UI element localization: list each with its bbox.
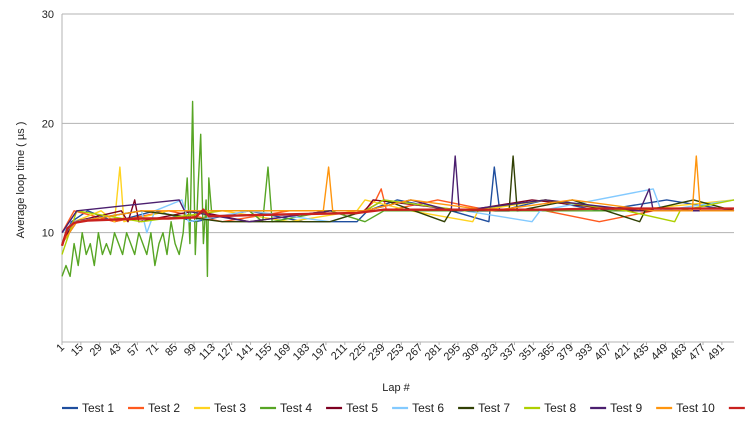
y-tick-labels: 10 20 30 <box>42 9 54 240</box>
series-line-test-5 <box>61 199 734 244</box>
x-tick-label: 29 <box>88 342 105 359</box>
x-tick-label: 477 <box>687 342 708 363</box>
x-tick-label: 281 <box>423 342 444 363</box>
x-tick-label: 323 <box>479 342 500 363</box>
gridlines <box>61 13 734 343</box>
x-tick-label: 267 <box>404 342 425 363</box>
x-tick-label: 211 <box>329 342 350 363</box>
x-tick-label: 155 <box>253 342 274 363</box>
x-tick-label: 421 <box>611 342 632 363</box>
x-tick-label: 15 <box>69 342 86 359</box>
x-tick-label: 239 <box>366 342 387 363</box>
x-tick-label: 1 <box>54 342 67 355</box>
legend-label-test-8: Test 8 <box>544 401 576 415</box>
x-tick-label: 183 <box>291 342 312 363</box>
legend-label-test-3: Test 3 <box>214 401 246 415</box>
series-line-test-8 <box>61 199 735 255</box>
x-tick-label: 43 <box>107 342 124 359</box>
x-tick-label: 407 <box>592 342 613 363</box>
x-axis-title: Lap # <box>382 382 410 394</box>
x-tick-label: 127 <box>215 342 236 363</box>
legend-label-test-10: Test 10 <box>676 401 715 415</box>
y-axis-title: Average loop time ( µs ) <box>15 122 27 239</box>
y-tick-label: 10 <box>42 228 54 240</box>
legend: Test 1 Test 2 Test 3 Test 4 Test 5 Test 6 Test… <box>62 401 745 415</box>
series-line-test-2 <box>61 188 734 234</box>
y-tick-label: 20 <box>42 118 54 130</box>
series-line-test-10 <box>61 155 734 244</box>
x-tick-label: 309 <box>460 342 481 363</box>
x-tick-label: 379 <box>555 342 576 363</box>
x-tick-label: 113 <box>197 342 218 363</box>
x-tick-label: 337 <box>498 342 519 363</box>
series-line-average <box>60 207 734 247</box>
x-tick-label: 225 <box>347 342 368 363</box>
x-tick-label: 57 <box>125 342 142 359</box>
series-line-test-4 <box>61 100 734 278</box>
legend-label-test-2: Test 2 <box>148 401 180 415</box>
x-tick-label: 365 <box>536 342 557 363</box>
x-tick-label: 435 <box>630 342 651 363</box>
x-tick-label: 197 <box>310 342 331 363</box>
legend-label-test-9: Test 9 <box>610 401 642 415</box>
legend-label-test-7: Test 7 <box>478 401 510 415</box>
legend-label-test-4: Test 4 <box>280 401 312 415</box>
series-line-test-9 <box>61 155 734 234</box>
x-tick-label: 99 <box>182 342 199 359</box>
x-tick-labels: 1 15 29 43 57 71 85 991131271411551691831972112… <box>54 342 727 363</box>
series-lines <box>60 100 735 278</box>
x-tick-label: 71 <box>144 342 161 359</box>
x-tick-label: 295 <box>442 342 463 363</box>
legend-label-test-6: Test 6 <box>412 401 444 415</box>
legend-label-test-1: Test 1 <box>82 401 114 415</box>
x-tick-label: 253 <box>385 342 406 363</box>
x-tick-label: 351 <box>517 342 538 363</box>
legend-label-test-5: Test 5 <box>346 401 378 415</box>
x-tick-label: 141 <box>234 342 255 363</box>
x-tick-label: 491 <box>706 342 727 363</box>
x-tick-label: 449 <box>649 342 670 363</box>
x-tick-label: 85 <box>163 342 180 359</box>
x-tick-label: 393 <box>574 342 595 363</box>
y-tick-label: 30 <box>42 9 54 21</box>
x-tick-label: 169 <box>272 342 293 363</box>
x-tick-label: 463 <box>668 342 689 363</box>
